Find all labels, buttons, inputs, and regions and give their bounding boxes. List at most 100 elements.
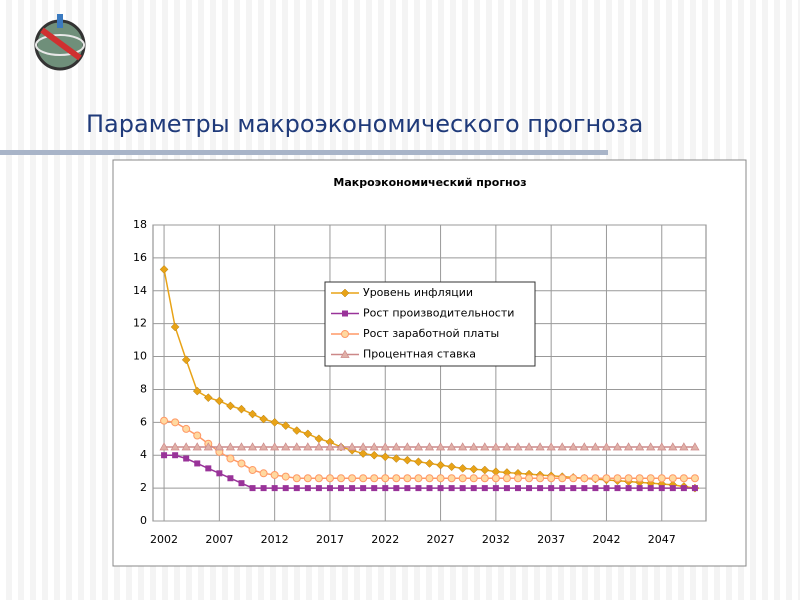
marker [159, 265, 169, 274]
marker [669, 485, 676, 492]
x-tick-label: 2037 [537, 533, 565, 546]
marker [382, 485, 389, 492]
y-tick-label: 2 [140, 481, 147, 494]
marker [624, 474, 633, 483]
marker [480, 474, 489, 483]
marker [459, 485, 466, 492]
marker [260, 485, 267, 492]
marker [393, 485, 400, 492]
marker [381, 474, 390, 483]
marker [292, 442, 302, 451]
marker [258, 442, 269, 451]
marker [502, 474, 511, 483]
marker [281, 442, 291, 451]
marker [592, 485, 599, 492]
y-tick-label: 4 [140, 448, 147, 461]
legend-marker [342, 310, 348, 317]
x-tick-label: 2042 [592, 533, 620, 546]
marker [292, 474, 301, 483]
marker [524, 442, 534, 451]
marker [613, 474, 622, 483]
x-tick-label: 2017 [316, 533, 344, 546]
marker [668, 474, 677, 483]
marker [614, 485, 621, 492]
marker [248, 409, 257, 419]
marker [426, 485, 433, 492]
marker [435, 442, 446, 451]
marker [282, 485, 289, 492]
marker [380, 452, 390, 462]
marker [448, 485, 455, 492]
legend-box [324, 281, 536, 367]
marker [569, 474, 578, 483]
marker [358, 442, 368, 451]
legend-label: Рост заработной платы [363, 327, 499, 340]
x-tick-label: 2027 [427, 533, 455, 546]
marker [259, 469, 268, 478]
marker [470, 485, 477, 492]
marker [303, 442, 313, 451]
marker [425, 474, 434, 483]
marker [546, 442, 556, 451]
marker [679, 474, 688, 483]
marker [680, 485, 687, 492]
marker [215, 396, 224, 406]
marker [469, 442, 479, 451]
marker [380, 442, 390, 451]
marker [303, 429, 313, 439]
marker [568, 442, 578, 451]
y-tick-label: 0 [140, 514, 147, 527]
marker [314, 474, 323, 483]
marker [314, 442, 324, 451]
marker [491, 442, 501, 451]
marker [303, 474, 312, 483]
marker [370, 474, 379, 483]
x-tick-label: 2032 [482, 533, 510, 546]
marker [371, 485, 378, 492]
marker [514, 485, 521, 492]
marker [413, 442, 424, 451]
marker [658, 485, 665, 492]
marker [336, 442, 346, 451]
marker [281, 472, 290, 481]
marker [580, 474, 589, 483]
marker [171, 418, 180, 427]
marker [216, 470, 223, 477]
marker [414, 457, 423, 467]
marker [690, 442, 700, 451]
x-tick-label: 2047 [648, 533, 676, 546]
marker [602, 474, 611, 483]
marker [226, 454, 235, 463]
chart-title: Макроэкономический прогноз [333, 176, 526, 189]
marker [270, 442, 280, 451]
marker [227, 475, 234, 482]
marker [315, 485, 322, 492]
marker [436, 474, 445, 483]
title-rule [0, 150, 608, 155]
marker [525, 474, 534, 483]
marker [536, 474, 545, 483]
marker [170, 322, 180, 332]
marker [159, 442, 169, 451]
marker [691, 485, 698, 492]
y-tick-label: 8 [140, 382, 147, 395]
marker [447, 462, 456, 472]
marker [458, 474, 467, 483]
x-tick-label: 2012 [261, 533, 289, 546]
marker [226, 401, 235, 411]
x-tick-label: 2002 [150, 533, 178, 546]
marker [237, 459, 246, 468]
marker [425, 459, 434, 468]
legend-marker [341, 330, 349, 338]
marker [603, 485, 610, 492]
marker [612, 442, 623, 451]
y-tick-label: 16 [133, 251, 147, 264]
marker [182, 424, 191, 433]
marker [679, 442, 689, 451]
marker [481, 485, 488, 492]
y-tick-label: 10 [133, 350, 147, 363]
marker [647, 485, 654, 492]
marker [392, 474, 401, 483]
marker [402, 442, 412, 451]
x-tick-label: 2007 [205, 533, 233, 546]
